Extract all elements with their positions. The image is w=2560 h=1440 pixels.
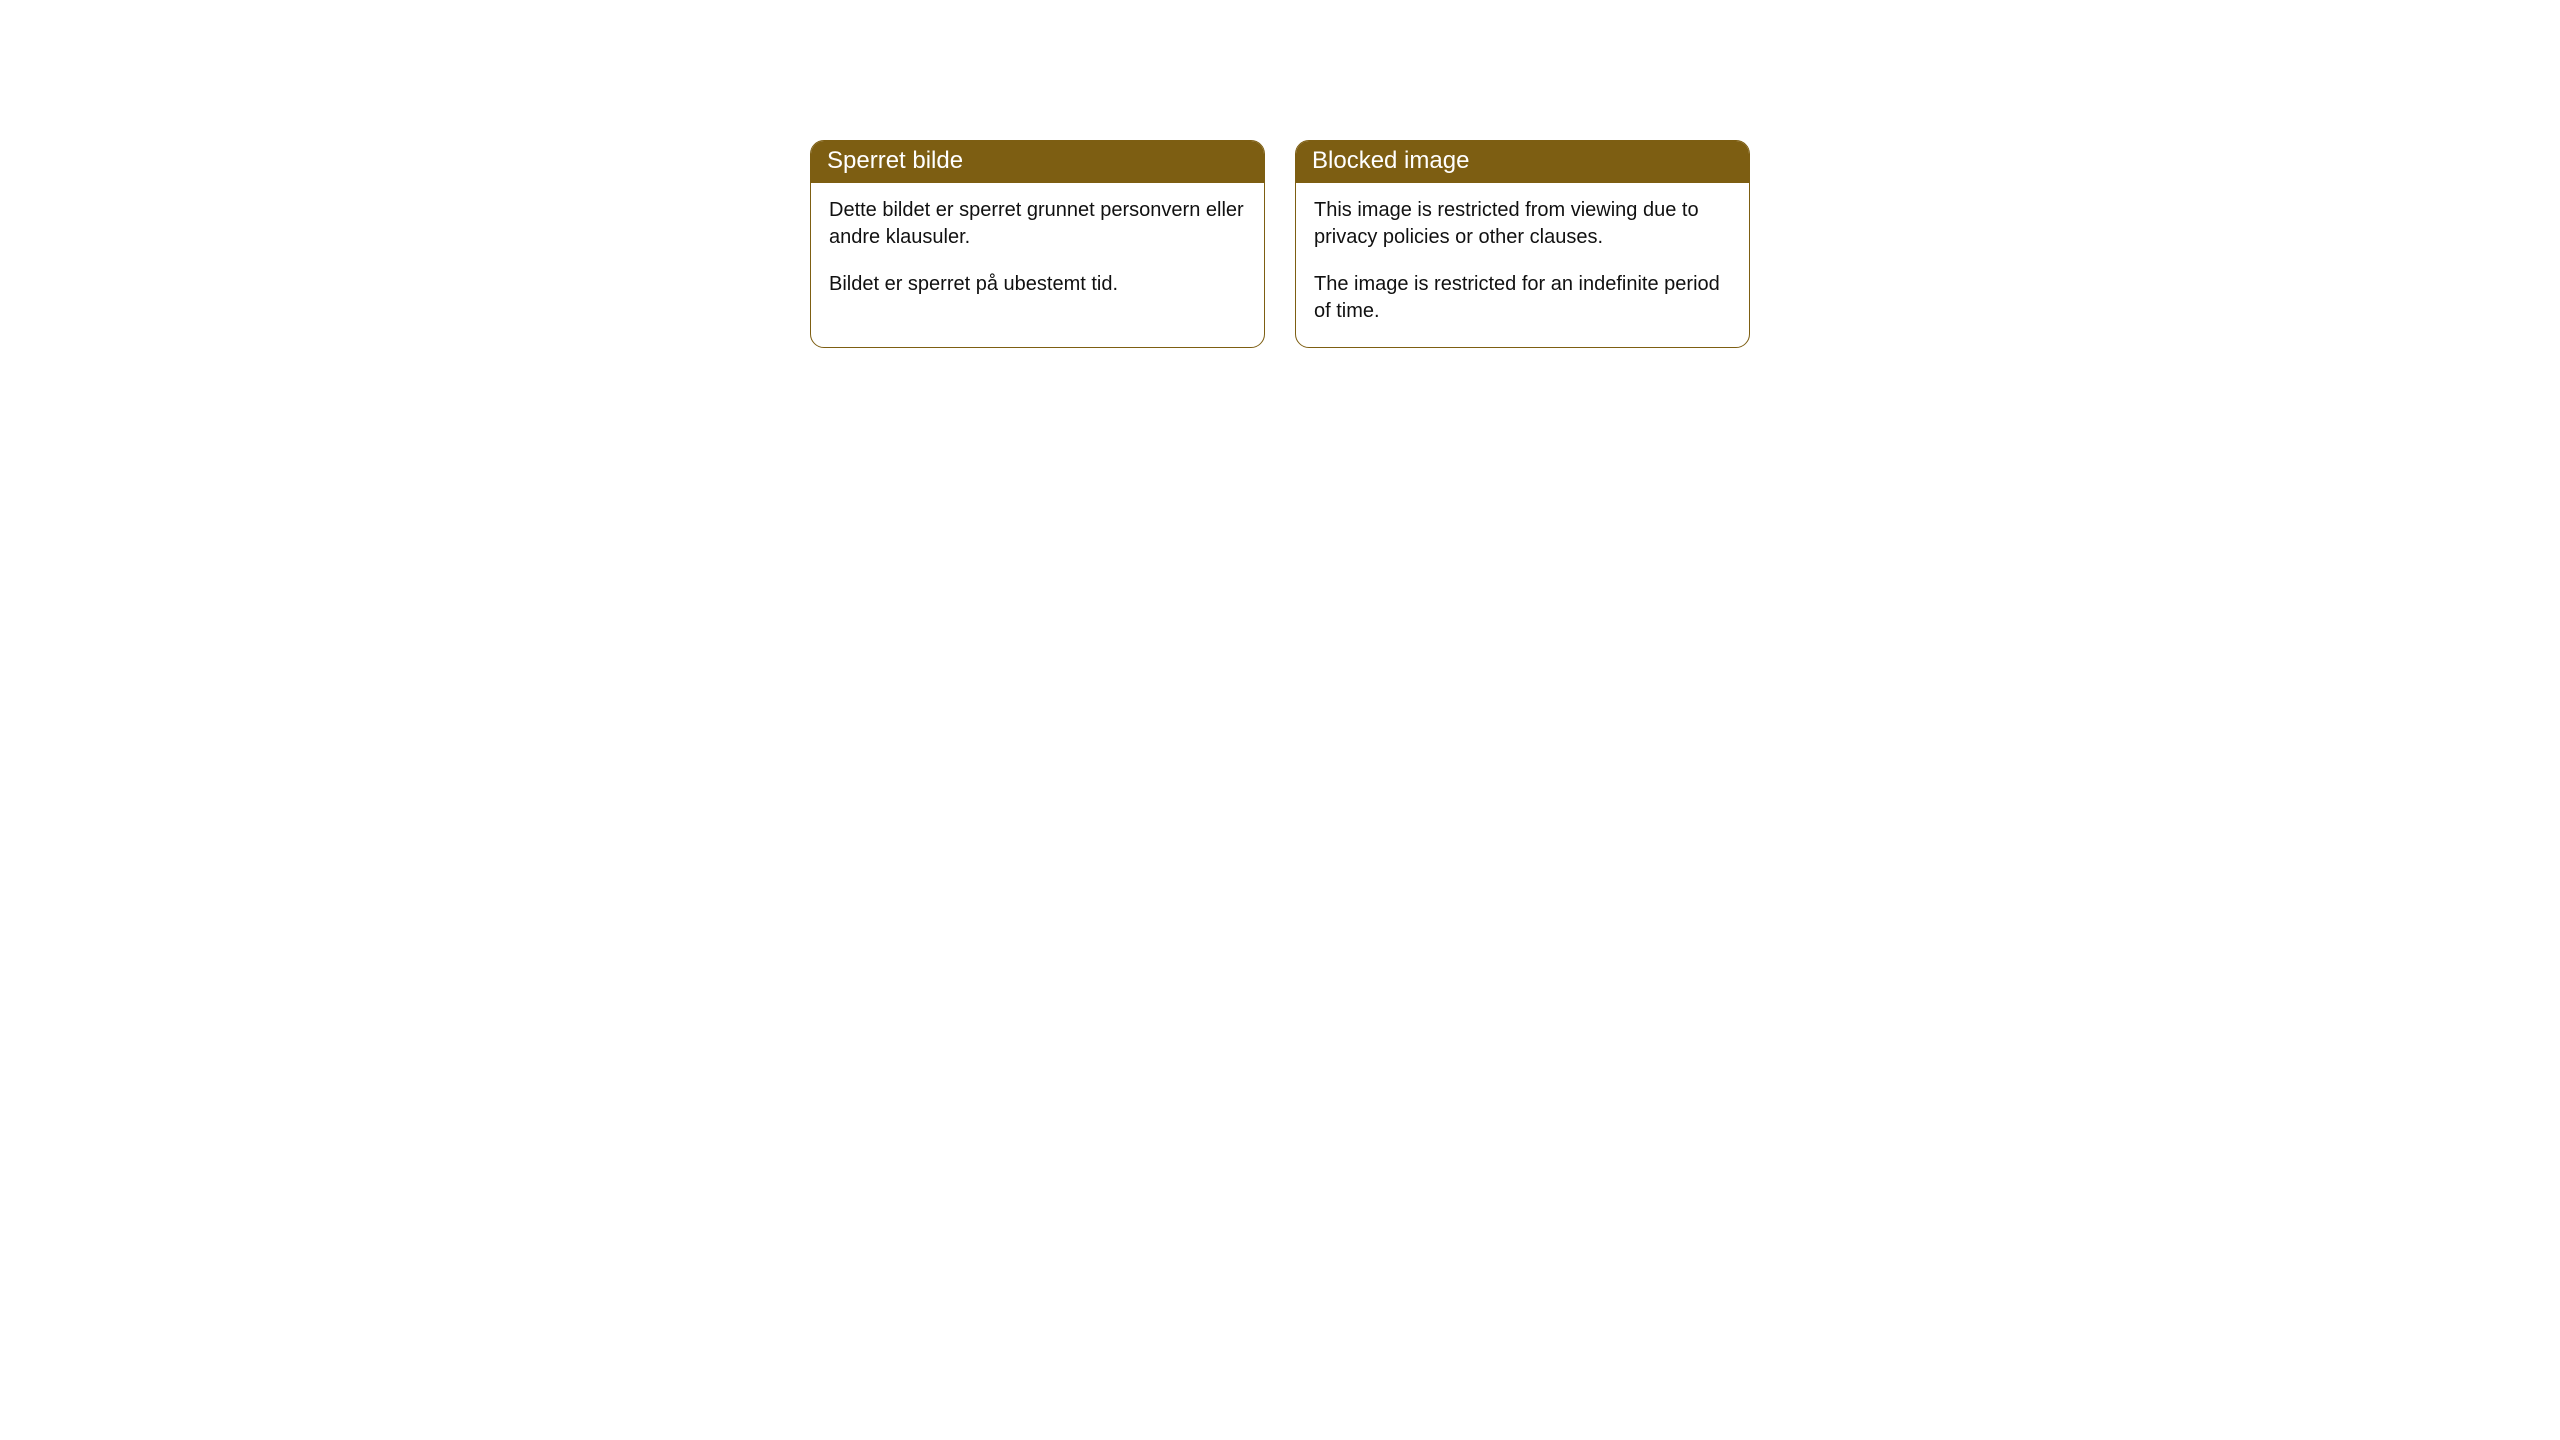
notice-card-english: Blocked image This image is restricted f… — [1295, 140, 1750, 348]
card-paragraph-2: Bildet er sperret på ubestemt tid. — [829, 271, 1246, 298]
notice-cards-container: Sperret bilde Dette bildet er sperret gr… — [0, 140, 2560, 348]
card-title: Blocked image — [1312, 147, 1469, 174]
card-body: Dette bildet er sperret grunnet personve… — [811, 183, 1264, 320]
card-title: Sperret bilde — [827, 147, 963, 174]
notice-card-norwegian: Sperret bilde Dette bildet er sperret gr… — [810, 140, 1265, 348]
card-body: This image is restricted from viewing du… — [1296, 183, 1749, 347]
card-paragraph-1: This image is restricted from viewing du… — [1314, 197, 1731, 251]
card-header: Sperret bilde — [811, 141, 1264, 183]
card-paragraph-1: Dette bildet er sperret grunnet personve… — [829, 197, 1246, 251]
card-paragraph-2: The image is restricted for an indefinit… — [1314, 271, 1731, 325]
card-header: Blocked image — [1296, 141, 1749, 183]
